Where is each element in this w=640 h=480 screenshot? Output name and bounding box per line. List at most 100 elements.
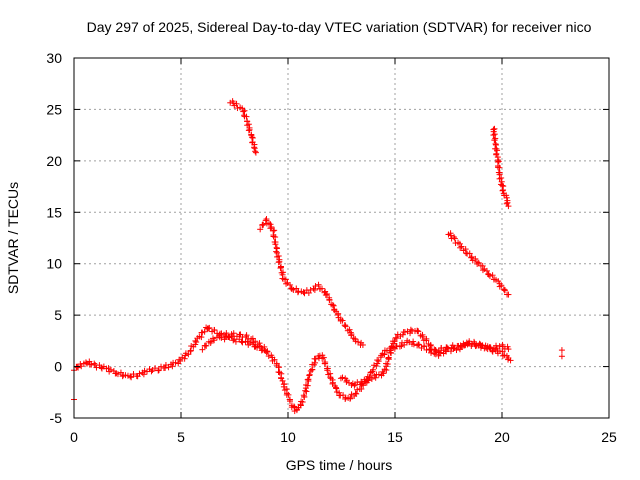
data-point [507, 357, 514, 364]
data-point [332, 384, 339, 391]
data-point [415, 341, 422, 348]
data-point [427, 341, 434, 348]
data-point [352, 390, 359, 397]
data-point [277, 374, 284, 381]
data-point [248, 134, 255, 141]
data-point [265, 353, 272, 360]
data-point [177, 358, 184, 365]
data-point [252, 149, 259, 156]
data-point [500, 286, 507, 293]
data-point [233, 100, 240, 107]
data-point [275, 259, 282, 266]
data-point [187, 348, 194, 355]
data-point [453, 347, 460, 354]
data-point [271, 356, 278, 363]
data-point [243, 332, 250, 339]
data-point [353, 390, 360, 397]
data-point [260, 221, 267, 228]
data-point [339, 317, 346, 324]
data-point [347, 394, 354, 401]
data-point [278, 264, 285, 271]
data-point [312, 283, 319, 290]
data-point [370, 366, 377, 373]
data-point [468, 253, 475, 260]
data-point [251, 145, 258, 152]
data-point [479, 342, 486, 349]
data-point [472, 255, 479, 262]
data-point [277, 265, 284, 272]
data-point [273, 248, 280, 255]
data-point [444, 345, 451, 352]
data-point [505, 291, 512, 298]
data-point [387, 347, 394, 354]
data-point [322, 292, 329, 299]
y-tick-label: 30 [46, 50, 62, 66]
x-tick-label: 0 [70, 429, 78, 445]
data-point [493, 150, 500, 157]
data-point [257, 343, 264, 350]
plot-frame [73, 57, 610, 419]
data-point [122, 372, 129, 379]
data-point [251, 144, 258, 151]
data-point [300, 392, 307, 399]
data-point [276, 364, 283, 371]
data-point [419, 333, 426, 340]
data-point [245, 121, 252, 128]
data-point [230, 100, 237, 107]
data-point [393, 335, 400, 342]
data-point [263, 349, 270, 356]
data-point [155, 367, 162, 374]
data-point [252, 338, 259, 345]
data-point [247, 340, 254, 347]
data-point [228, 333, 235, 340]
y-tick-label: 0 [54, 359, 62, 375]
data-point [315, 281, 322, 288]
data-point [483, 267, 490, 274]
data-point [486, 273, 493, 280]
data-point [107, 366, 114, 373]
data-point [450, 345, 457, 352]
data-point [252, 148, 259, 155]
data-point [172, 359, 179, 366]
data-point [505, 346, 512, 353]
data-point [421, 343, 428, 350]
x-tick-label: 20 [494, 429, 510, 445]
data-point [243, 113, 250, 120]
data-point [162, 364, 169, 371]
data-point [152, 365, 159, 372]
data-point [158, 363, 165, 370]
data-point [330, 302, 337, 309]
data-point [457, 244, 464, 251]
data-point [267, 225, 274, 232]
data-point [205, 325, 212, 332]
data-point [140, 371, 147, 378]
data-point [504, 199, 511, 206]
data-point [380, 370, 387, 377]
data-point [264, 348, 271, 355]
data-point [501, 287, 508, 294]
y-tick-label: 5 [54, 307, 62, 323]
data-point [276, 258, 283, 265]
data-point [312, 355, 319, 362]
data-point [326, 296, 333, 303]
data-point [491, 125, 498, 132]
data-point [499, 187, 506, 194]
data-point [254, 344, 261, 351]
data-point [501, 352, 508, 359]
data-point [201, 328, 208, 335]
x-axis-label: GPS time / hours [286, 457, 393, 473]
data-point [348, 331, 355, 338]
data-point [398, 342, 405, 349]
data-point [494, 147, 501, 154]
data-point [239, 339, 246, 346]
data-point [428, 349, 435, 356]
data-point [185, 351, 192, 358]
data-point [176, 356, 183, 363]
data-point [385, 354, 392, 361]
y-tick-label: 20 [46, 153, 62, 169]
data-point [372, 374, 379, 381]
data-point [211, 337, 218, 344]
data-point [230, 330, 237, 337]
data-point [287, 281, 294, 288]
data-point [423, 337, 430, 344]
